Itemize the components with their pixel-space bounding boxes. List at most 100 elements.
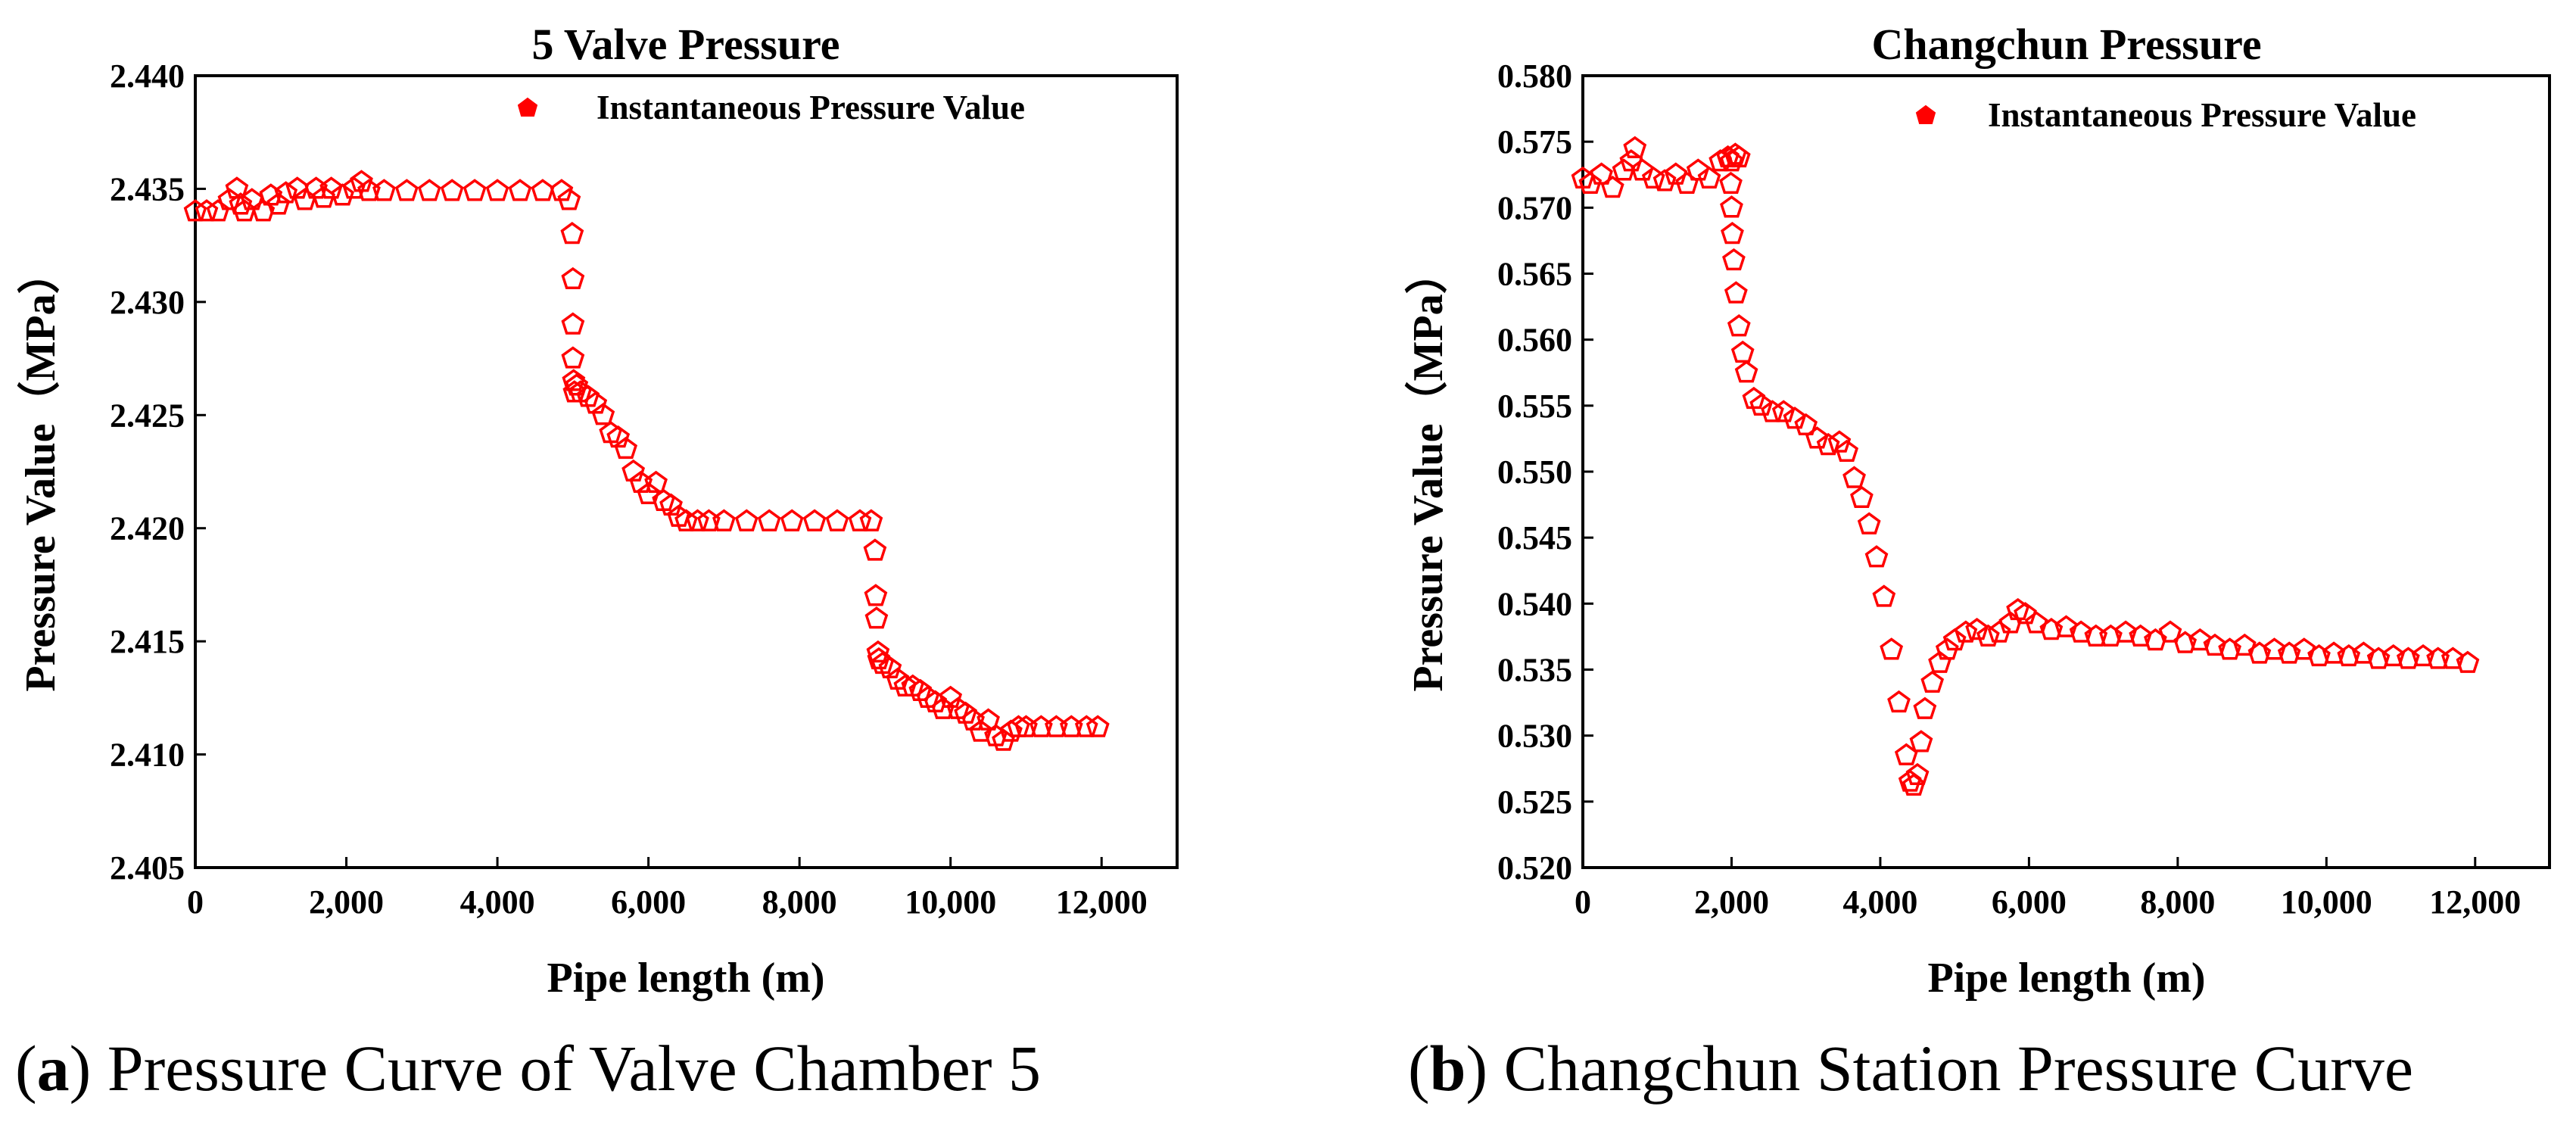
data-point-b bbox=[1794, 413, 1818, 436]
data-point-b bbox=[2441, 647, 2465, 669]
data-point-a bbox=[939, 685, 963, 708]
data-point-b bbox=[1734, 360, 1758, 383]
data-point-a bbox=[969, 719, 992, 742]
legend-marker-a bbox=[517, 97, 538, 117]
data-point-b bbox=[1850, 485, 1874, 508]
data-point-a bbox=[266, 192, 291, 215]
data-point-a bbox=[859, 509, 883, 531]
chart-panel-a: 5 Valve Pressure 2.4052.4102.4152.4202.4… bbox=[17, 20, 1179, 1002]
data-point-b bbox=[1722, 248, 1746, 271]
data-point-b bbox=[1749, 393, 1774, 416]
data-point-a bbox=[614, 436, 638, 460]
data-point-b bbox=[1590, 162, 1613, 185]
data-point-a bbox=[565, 373, 589, 396]
data-point-b bbox=[1600, 176, 1624, 198]
y-tick-label-b: 0.530 bbox=[1497, 718, 1572, 755]
data-point-b bbox=[1730, 340, 1755, 363]
data-point-a bbox=[331, 183, 354, 206]
data-point-a bbox=[867, 647, 891, 670]
data-point-b bbox=[1578, 171, 1603, 195]
data-point-b bbox=[1872, 584, 1896, 607]
data-point-a bbox=[508, 179, 532, 201]
data-point-a bbox=[350, 170, 373, 192]
data-point-a bbox=[1086, 715, 1110, 737]
x-tick-label-a: 12,000 bbox=[1056, 883, 1148, 921]
data-point-b bbox=[2014, 602, 2037, 625]
legend-b: Instantaneous Pressure Value bbox=[1915, 96, 2416, 134]
data-point-b bbox=[1935, 637, 1959, 660]
x-axis-label-b: Pipe length (m) bbox=[1927, 955, 2205, 1002]
data-point-a bbox=[240, 188, 264, 210]
data-point-b bbox=[2232, 633, 2257, 656]
y-tick-label-a: 2.410 bbox=[110, 737, 185, 774]
data-point-b bbox=[1697, 166, 1721, 189]
data-point-b bbox=[2099, 624, 2123, 647]
data-point-a bbox=[863, 538, 887, 561]
plot-area-b bbox=[1581, 74, 2551, 869]
y-tick-label-b: 0.535 bbox=[1497, 652, 1572, 689]
data-point-a bbox=[562, 369, 586, 391]
data-point-b bbox=[1727, 314, 1751, 337]
data-point-b bbox=[1880, 637, 1904, 660]
data-point-b bbox=[1954, 620, 1978, 643]
x-tick-label-a: 2,000 bbox=[309, 883, 384, 921]
data-point-a bbox=[866, 640, 890, 663]
data-point-a bbox=[206, 199, 230, 222]
data-point-b bbox=[1727, 145, 1751, 168]
data-point-b bbox=[1724, 281, 1748, 304]
y-axis-a: 2.405 2.410 2.415 2.420 2.425 2.430 2.435 2.440 bbox=[110, 58, 206, 887]
data-point-b bbox=[2203, 633, 2227, 656]
data-point-a bbox=[531, 179, 555, 201]
y-tick-label-a: 2.405 bbox=[110, 849, 185, 887]
y-axis-label-b: Pressure Value（MPa） bbox=[1404, 251, 1452, 691]
data-point-a bbox=[550, 179, 574, 201]
x-tick-label-a: 4,000 bbox=[460, 883, 535, 921]
y-axis-label-a: Pressure Value（MPa） bbox=[17, 251, 64, 691]
data-point-b bbox=[2129, 624, 2153, 647]
data-point-a bbox=[372, 179, 396, 201]
data-point-a bbox=[757, 509, 781, 531]
y-tick-label-b: 0.580 bbox=[1497, 58, 1572, 95]
plot-area-a bbox=[194, 74, 1179, 869]
data-point-b bbox=[1835, 439, 1859, 462]
data-point-b bbox=[1771, 400, 1796, 422]
y-axis-b: 0.520 0.525 0.530 0.535 0.540 0.545 0.550 0.555… bbox=[1497, 58, 1593, 887]
caption-a-text: Pressure Curve of Valve Chamber 5 bbox=[91, 1032, 1041, 1105]
data-point-a bbox=[999, 719, 1023, 742]
caption-a-letter: a bbox=[37, 1032, 70, 1105]
data-point-b bbox=[2307, 643, 2331, 667]
data-point-b bbox=[2158, 620, 2182, 643]
data-point-a bbox=[621, 459, 646, 482]
x-tick-label-b: 10,000 bbox=[2281, 883, 2372, 921]
data-point-b bbox=[1987, 620, 2011, 643]
data-point-b bbox=[2352, 641, 2375, 664]
chart-title-b: Changchun Pressure bbox=[1871, 20, 2261, 69]
data-point-b bbox=[1783, 407, 1807, 429]
data-point-a bbox=[319, 176, 343, 199]
y-tick-label-b: 0.570 bbox=[1497, 189, 1572, 226]
data-point-a bbox=[780, 509, 804, 531]
data-point-b bbox=[1720, 149, 1743, 172]
legend-marker-b bbox=[1915, 104, 1936, 124]
data-point-b bbox=[1719, 171, 1743, 195]
data-point-a bbox=[485, 179, 509, 201]
data-point-a bbox=[825, 509, 849, 531]
y-tick-label-b: 0.540 bbox=[1497, 585, 1572, 622]
data-point-b bbox=[1816, 432, 1840, 456]
data-point-b bbox=[2366, 647, 2391, 669]
data-point-b bbox=[1905, 762, 1930, 786]
data-point-b bbox=[1913, 696, 1937, 719]
y-tick-label-a: 2.420 bbox=[110, 510, 185, 547]
y-tick-label-b: 0.560 bbox=[1497, 322, 1572, 359]
data-point-b bbox=[2337, 643, 2361, 667]
data-point-b bbox=[2396, 647, 2420, 669]
y-tick-label-b: 0.555 bbox=[1497, 388, 1572, 425]
data-point-b bbox=[2113, 620, 2138, 643]
data-point-a bbox=[557, 188, 581, 210]
y-tick-label-b: 0.525 bbox=[1497, 784, 1572, 821]
caption-b-letter: b bbox=[1430, 1032, 1466, 1105]
data-series-b bbox=[1571, 136, 2480, 796]
x-tick-label-b: 6,000 bbox=[1992, 883, 2067, 921]
